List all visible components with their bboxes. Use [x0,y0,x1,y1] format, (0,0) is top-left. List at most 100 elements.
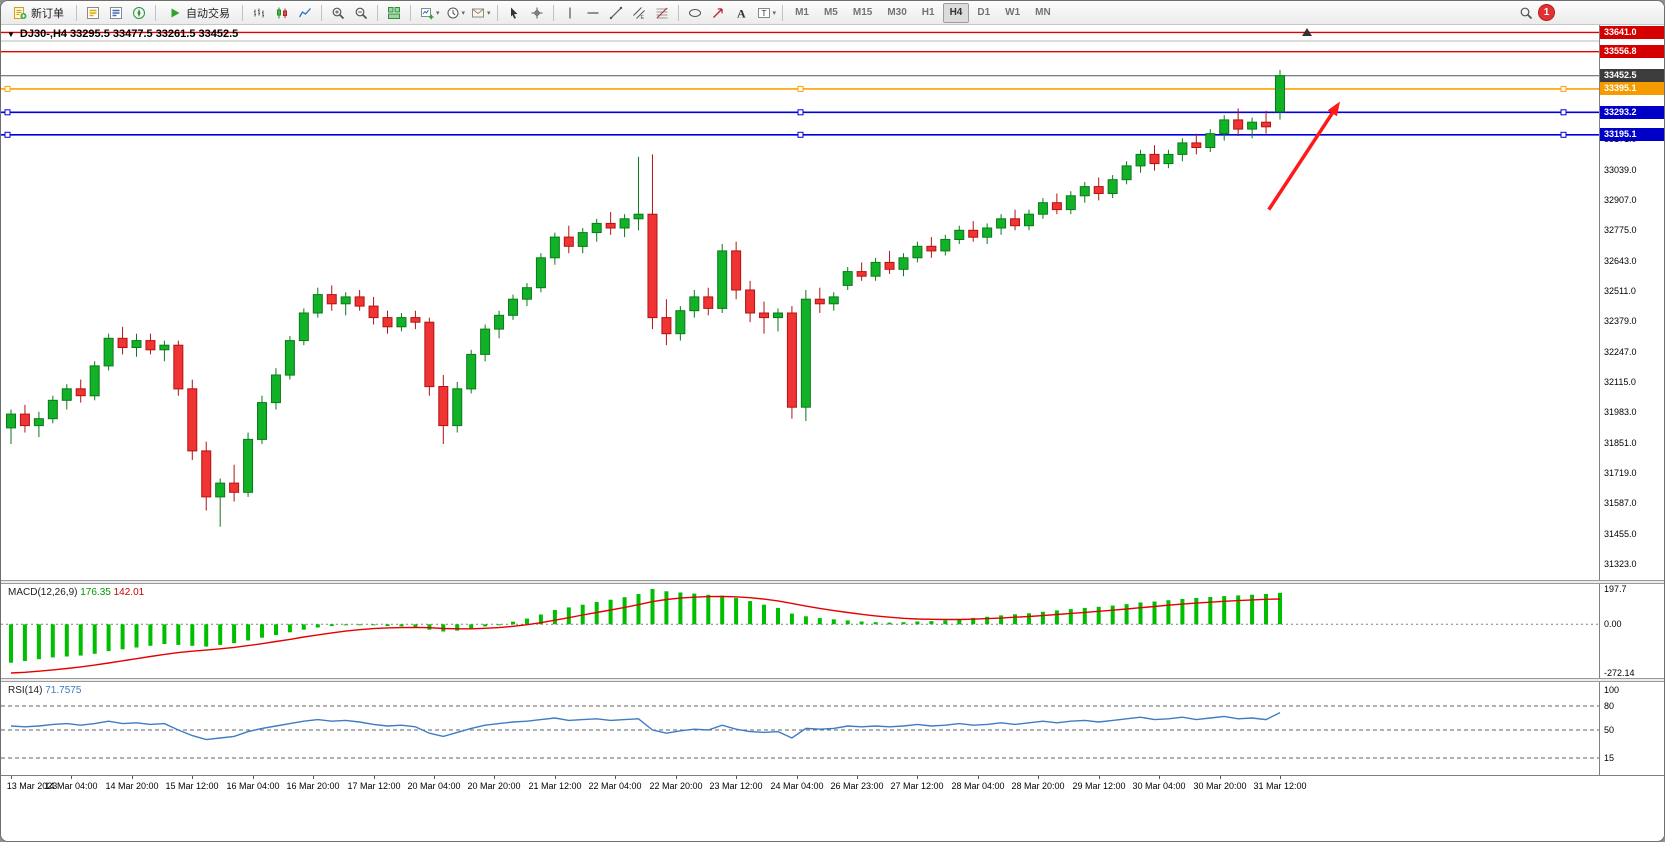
timeframe-W1-button[interactable]: W1 [1005,7,1021,18]
timeframe-D1-button[interactable]: D1 [977,7,991,18]
rsi-line [10,711,1281,741]
macd-scale-label: 197.7 [1604,584,1627,594]
vertical-line-icon[interactable] [559,3,581,22]
timeframe-M1-button[interactable]: M1 [795,7,809,18]
time-tick [253,776,254,779]
timeframe-H1-button[interactable]: H1 [921,7,935,18]
toolbar-separator [496,4,498,21]
notification-badge[interactable]: 1 [1538,4,1555,21]
annotation-arrow[interactable] [1267,101,1340,211]
zoom-out-icon [355,7,368,19]
arrow-tool-icon[interactable] [707,3,729,22]
rsi-scale-label: 100 [1604,685,1620,695]
time-tick [917,776,918,779]
level-handle[interactable] [1560,85,1567,92]
autotrading-button[interactable]: 自动交易 [161,3,237,22]
tile-windows-icon[interactable] [383,3,405,22]
price-axis-label: 31587.0 [1604,498,1637,508]
level-handle[interactable] [797,109,804,116]
price-badge-33556.8: 33556.8 [1600,45,1664,58]
timeframe-MN-button[interactable]: MN [1035,7,1051,18]
line-chart-icon[interactable] [294,3,316,22]
new-chart-icon[interactable] [416,3,438,22]
svg-text:T: T [761,8,766,17]
dropdown-caret-icon[interactable]: ▾ [772,9,777,17]
price-axis-label: 31983.0 [1604,407,1637,417]
rsi-panel-canvas[interactable] [1,682,1599,775]
macd-value-signal: 142.01 [113,587,145,598]
level-handle[interactable] [4,85,11,92]
time-axis-label: 14 Mar 20:00 [105,781,159,791]
search-icon[interactable] [1515,3,1537,22]
time-axis-label: 26 Mar 23:00 [830,781,884,791]
price-badge-33195.1: 33195.1 [1600,128,1664,141]
main-chart-canvas[interactable] [1,24,1599,580]
timeframe-H4-button[interactable]: H4 [942,2,970,23]
timeframe-M15-button[interactable]: M15 [852,7,873,18]
price-axis-label: 32247.0 [1604,347,1637,357]
timeframe-M30-button[interactable]: M30 [887,7,907,18]
candlestick-series [6,69,1285,527]
time-tick [1099,776,1100,779]
macd-signal-line [10,595,1281,674]
panel-splitter[interactable] [1,580,1664,584]
new-order-button-label: 新订单 [31,7,64,20]
macd-panel-canvas[interactable] [1,584,1599,678]
price-axis-scale[interactable]: 33171.033039.032907.032775.032643.032511… [1599,24,1664,775]
bar-chart-icon[interactable] [248,3,270,22]
dropdown-caret-icon[interactable]: ▾ [461,9,466,17]
level-handle[interactable] [797,85,804,92]
toolbar-separator [552,4,554,21]
shapes-icon[interactable] [684,3,706,22]
macd-scale-label: 0.00 [1604,619,1622,629]
time-axis-label: 17 Mar 12:00 [347,781,401,791]
zoom-in-icon [332,7,345,19]
level-handle[interactable] [4,131,11,138]
level-handle[interactable] [797,131,804,138]
dropdown-caret-icon[interactable]: ▾ [487,9,491,17]
horizontal-line-icon[interactable] [582,3,604,22]
chart-title: ▼ DJ30-,H4 33295.5 33477.5 33261.5 33452… [7,28,238,40]
price-axis-label: 32511.0 [1604,286,1636,296]
zoom-in-icon[interactable] [327,3,349,22]
time-axis-label: 28 Mar 04:00 [951,781,1005,791]
text-icon[interactable]: A [730,3,752,22]
dropdown-caret-icon[interactable]: ▾ [436,9,440,17]
level-handle[interactable] [4,109,11,116]
price-axis-label: 32907.0 [1604,195,1637,205]
navigator-icon[interactable] [128,3,150,22]
fibonacci-icon[interactable] [651,3,673,22]
time-axis-label: 20 Mar 04:00 [407,781,461,791]
cursor-icon[interactable] [503,3,525,22]
timeframe-M5-button[interactable]: M5 [823,7,838,18]
macd-histogram [9,589,1282,663]
periods-icon[interactable] [442,3,464,22]
time-axis-label: 31 Mar 12:00 [1253,781,1307,791]
chart-dropdown-icon[interactable]: ▼ [7,29,15,39]
trendline-icon[interactable] [605,3,627,22]
rsi-value: 71.7575 [45,685,82,696]
templates-icon[interactable] [467,3,489,22]
level-handle[interactable] [1560,109,1567,116]
new-order-button[interactable]: 新订单 [6,3,71,22]
crosshair-icon[interactable] [526,3,548,22]
macd-name: MACD(12,26,9) [8,587,78,598]
text-label-icon[interactable]: T [753,3,775,22]
time-axis-label: 29 Mar 12:00 [1072,781,1126,791]
time-axis-label: 23 Mar 12:00 [709,781,763,791]
data-window-icon[interactable] [105,3,127,22]
zoom-out-icon[interactable] [350,3,372,22]
horizontal-line-icon [587,11,599,14]
panel-splitter[interactable] [1,678,1664,682]
time-axis-label: 30 Mar 04:00 [1132,781,1186,791]
tile-windows-icon [388,6,400,19]
time-tick [71,776,72,779]
toolbar-separator [155,4,156,21]
chart-shift-marker-icon[interactable] [1302,28,1312,36]
time-axis-scale[interactable]: 13 Mar 2023 14 Mar 04:00 14 Mar 20:00 15 Ma… [1,775,1664,794]
channel-icon[interactable]: E [628,3,650,22]
price-badge-33452.5: 33452.5 [1600,69,1664,82]
market-watch-icon[interactable] [82,3,104,22]
level-handle[interactable] [1560,131,1567,138]
candlestick-chart-icon[interactable] [271,3,293,22]
